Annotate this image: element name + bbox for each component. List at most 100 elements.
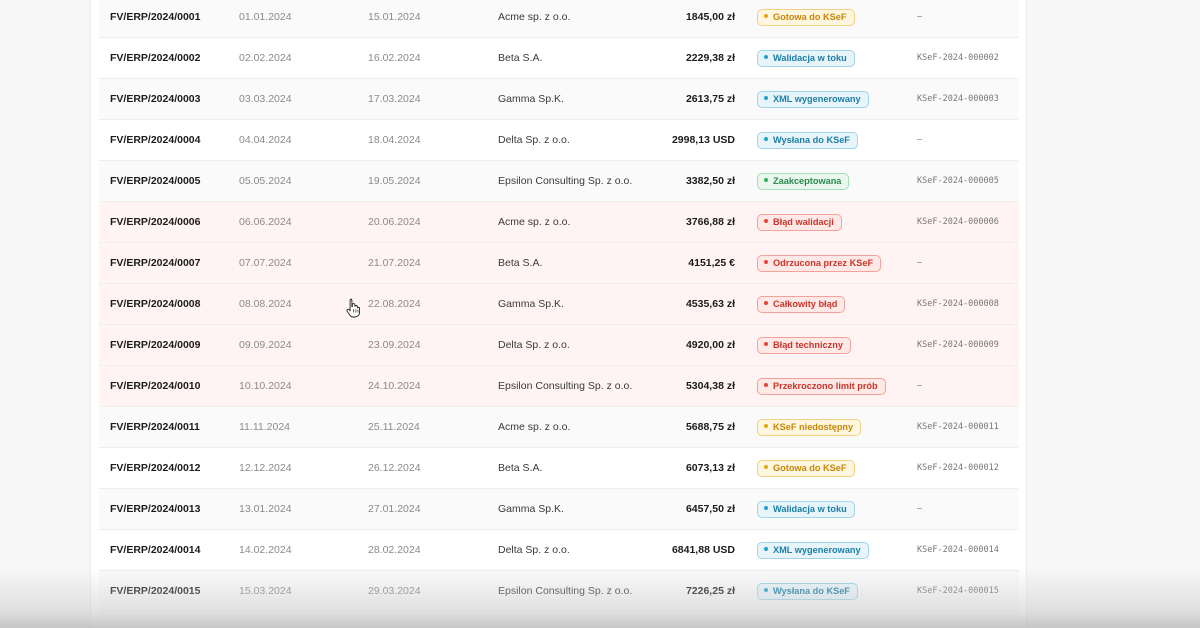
table-row[interactable]: FV/ERP/2024/0011 11.11.2024 25.11.2024 A… [99, 407, 1019, 448]
invoice-amount: 5304,38 zł [685, 380, 735, 392]
due-date: 29.03.2024 [368, 585, 421, 597]
ksef-reference: – [917, 258, 923, 268]
status-cell: XML wygenerowany [757, 79, 869, 119]
invoice-number[interactable]: FV/ERP/2024/0005 [110, 175, 201, 187]
issue-date: 14.02.2024 [239, 544, 292, 556]
invoice-amount: 1845,00 zł [685, 11, 735, 23]
invoice-amount: 2998,13 USD [671, 134, 735, 146]
due-date: 17.03.2024 [368, 93, 421, 105]
due-date: 15.01.2024 [368, 11, 421, 23]
table-row[interactable]: FV/ERP/2024/0013 13.01.2024 27.01.2024 G… [99, 489, 1019, 530]
table-row[interactable]: FV/ERP/2024/0009 09.09.2024 23.09.2024 D… [99, 325, 1019, 366]
ksef-reference: KSeF-2024-000005 [917, 176, 999, 186]
status-cell: Zaakceptowana [757, 161, 850, 201]
status-cell: Wysłana do KSeF [757, 571, 858, 611]
status-label: Zaakceptowana [773, 175, 842, 186]
status-dot-icon [764, 342, 768, 347]
table-row[interactable]: FV/ERP/2024/0002 02.02.2024 16.02.2024 B… [99, 38, 1019, 79]
issue-date: 07.07.2024 [239, 257, 292, 269]
status-dot-icon [764, 137, 768, 142]
due-date: 23.09.2024 [368, 339, 421, 351]
issue-date: 06.06.2024 [239, 216, 292, 228]
invoice-number[interactable]: FV/ERP/2024/0002 [110, 52, 201, 64]
invoice-amount: 6073,13 zł [685, 462, 735, 474]
issue-date: 09.09.2024 [239, 339, 292, 351]
customer-name: Delta Sp. z o.o. [498, 134, 570, 146]
status-dot-icon [764, 424, 768, 429]
invoice-number[interactable]: FV/ERP/2024/0010 [110, 380, 201, 392]
invoice-amount: 2229,38 zł [685, 52, 735, 64]
customer-name: Gamma Sp.K. [498, 503, 564, 515]
invoice-amount: 3766,88 zł [685, 216, 735, 228]
status-dot-icon [764, 260, 768, 265]
status-label: XML wygenerowany [773, 544, 861, 555]
due-date: 18.04.2024 [368, 134, 421, 146]
status-cell: XML wygenerowany [757, 530, 869, 570]
invoice-number[interactable]: FV/ERP/2024/0006 [110, 216, 201, 228]
status-badge: Odrzucona przez KSeF [757, 254, 882, 272]
status-badge: Wysłana do KSeF [757, 582, 858, 600]
status-badge: XML wygenerowany [757, 541, 869, 559]
ksef-reference: KSeF-2024-000003 [917, 94, 999, 104]
invoice-table-body: FV/ERP/2024/0001 01.01.2024 15.01.2024 A… [99, 0, 1019, 612]
table-row[interactable]: FV/ERP/2024/0006 06.06.2024 20.06.2024 A… [99, 202, 1019, 243]
invoice-number[interactable]: FV/ERP/2024/0011 [110, 421, 200, 433]
issue-date: 11.11.2024 [239, 421, 290, 433]
invoice-number[interactable]: FV/ERP/2024/0004 [110, 134, 201, 146]
status-label: Walidacja w toku [773, 503, 847, 514]
invoice-number[interactable]: FV/ERP/2024/0012 [110, 462, 201, 474]
due-date: 27.01.2024 [368, 503, 421, 515]
invoice-number[interactable]: FV/ERP/2024/0003 [110, 93, 201, 105]
status-dot-icon [764, 547, 768, 552]
status-badge: Wysłana do KSeF [757, 131, 858, 149]
status-badge: KSeF niedostępny [757, 418, 862, 436]
issue-date: 13.01.2024 [239, 503, 292, 515]
status-badge: Błąd techniczny [757, 336, 851, 354]
due-date: 24.10.2024 [368, 380, 421, 392]
due-date: 16.02.2024 [368, 52, 421, 64]
invoice-amount: 3382,50 zł [685, 175, 735, 187]
status-cell: Przekroczono limit prób [757, 366, 886, 406]
table-row[interactable]: FV/ERP/2024/0007 07.07.2024 21.07.2024 B… [99, 243, 1019, 284]
status-dot-icon [764, 588, 768, 593]
invoice-number[interactable]: FV/ERP/2024/0001 [110, 11, 201, 23]
issue-date: 05.05.2024 [239, 175, 292, 187]
table-row[interactable]: FV/ERP/2024/0001 01.01.2024 15.01.2024 A… [99, 0, 1019, 38]
table-row[interactable]: FV/ERP/2024/0003 03.03.2024 17.03.2024 G… [99, 79, 1019, 120]
status-label: Gotowa do KSeF [773, 11, 847, 22]
invoice-number[interactable]: FV/ERP/2024/0007 [110, 257, 201, 269]
invoice-number[interactable]: FV/ERP/2024/0008 [110, 298, 201, 310]
table-row[interactable]: FV/ERP/2024/0015 15.03.2024 29.03.2024 E… [99, 571, 1019, 612]
invoice-amount: 6457,50 zł [685, 503, 735, 515]
table-row[interactable]: FV/ERP/2024/0008 08.08.2024 22.08.2024 G… [99, 284, 1019, 325]
status-badge: Przekroczono limit prób [757, 377, 886, 395]
ksef-reference: – [917, 504, 923, 514]
table-row[interactable]: FV/ERP/2024/0012 12.12.2024 26.12.2024 B… [99, 448, 1019, 489]
invoice-number[interactable]: FV/ERP/2024/0013 [110, 503, 201, 515]
ksef-reference: KSeF-2024-000015 [917, 586, 999, 596]
status-label: Błąd techniczny [773, 339, 843, 350]
invoice-number[interactable]: FV/ERP/2024/0015 [110, 585, 201, 597]
customer-name: Beta S.A. [498, 462, 543, 474]
ksef-reference: KSeF-2024-000008 [917, 299, 999, 309]
status-cell: Błąd techniczny [757, 325, 851, 365]
status-cell: Gotowa do KSeF [757, 0, 855, 37]
customer-name: Acme sp. z o.o. [498, 216, 571, 228]
due-date: 20.06.2024 [368, 216, 421, 228]
invoice-number[interactable]: FV/ERP/2024/0009 [110, 339, 201, 351]
customer-name: Delta Sp. z o.o. [498, 339, 570, 351]
table-row[interactable]: FV/ERP/2024/0005 05.05.2024 19.05.2024 E… [99, 161, 1019, 202]
status-label: XML wygenerowany [773, 93, 861, 104]
ksef-reference: KSeF-2024-000014 [917, 545, 999, 555]
table-row[interactable]: FV/ERP/2024/0004 04.04.2024 18.04.2024 D… [99, 120, 1019, 161]
status-badge: Zaakceptowana [757, 172, 850, 190]
status-cell: Gotowa do KSeF [757, 448, 855, 488]
invoice-number[interactable]: FV/ERP/2024/0014 [110, 544, 201, 556]
issue-date: 15.03.2024 [239, 585, 292, 597]
customer-name: Gamma Sp.K. [498, 93, 564, 105]
table-row[interactable]: FV/ERP/2024/0010 10.10.2024 24.10.2024 E… [99, 366, 1019, 407]
issue-date: 10.10.2024 [239, 380, 292, 392]
issue-date: 08.08.2024 [239, 298, 292, 310]
table-row[interactable]: FV/ERP/2024/0014 14.02.2024 28.02.2024 D… [99, 530, 1019, 571]
invoice-table-panel: FV/ERP/2024/0001 01.01.2024 15.01.2024 A… [90, 0, 1027, 628]
